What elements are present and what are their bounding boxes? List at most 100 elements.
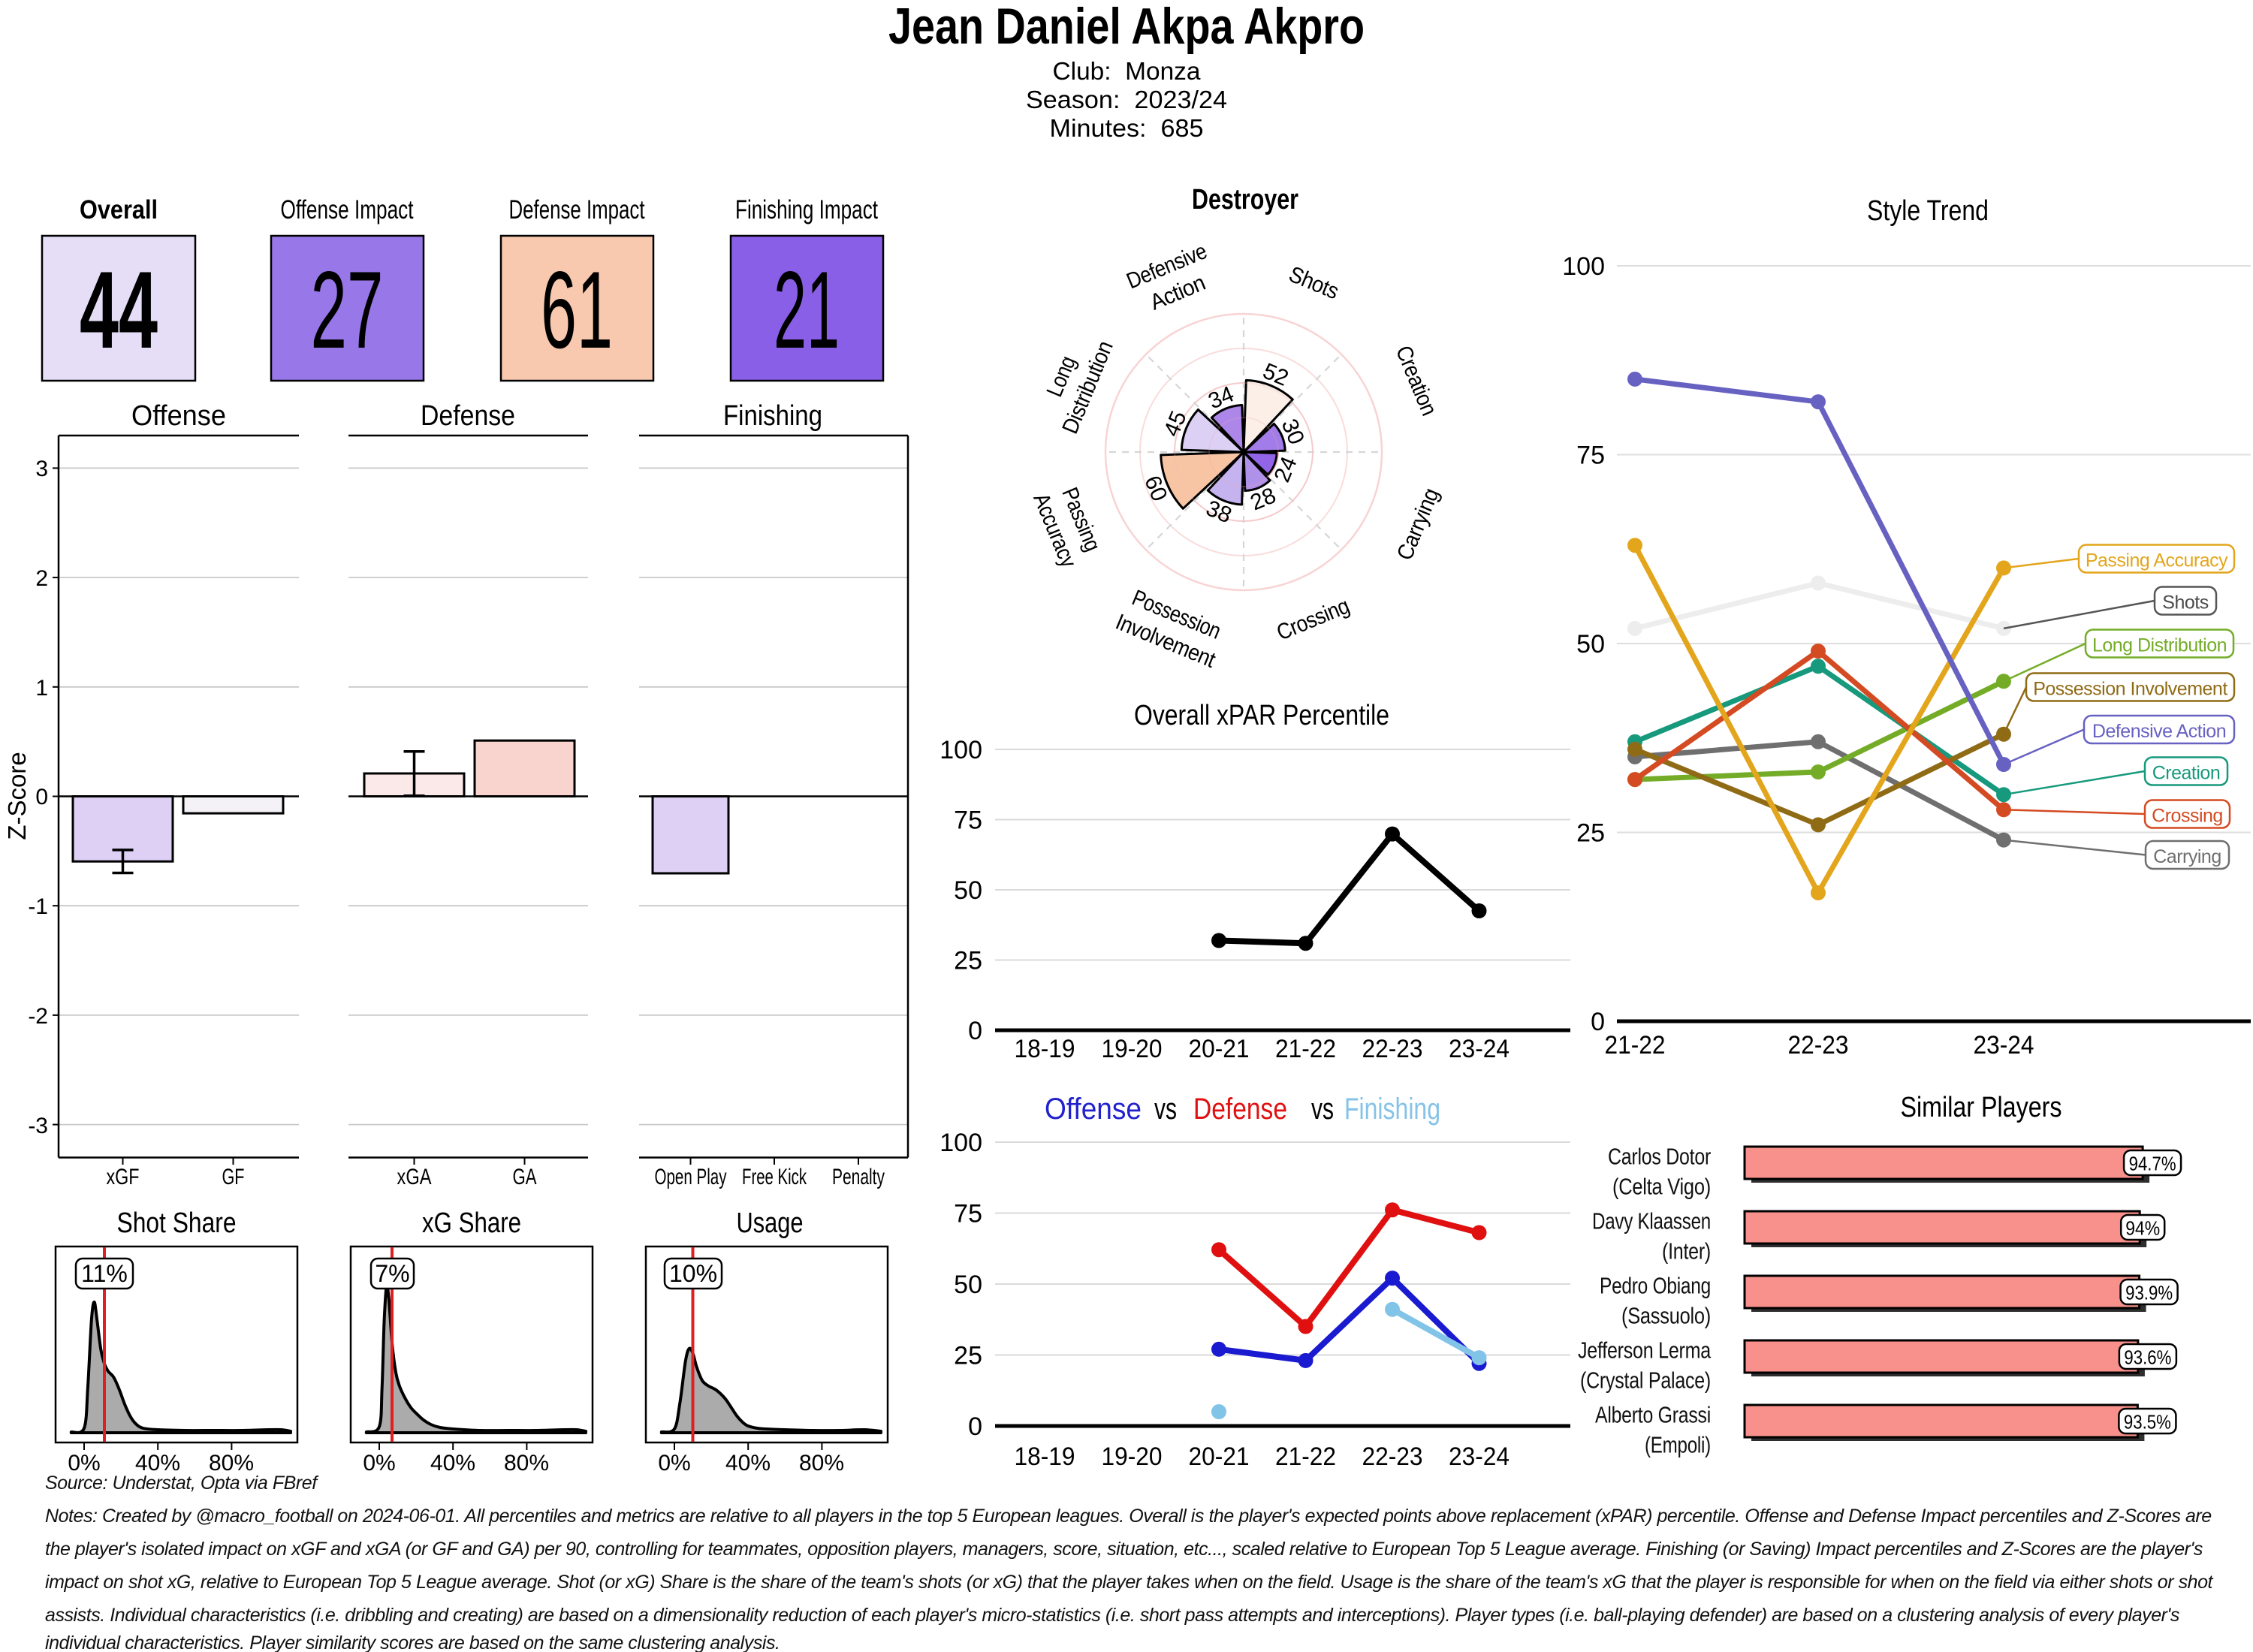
svg-text:Alberto Grassi: Alberto Grassi (1595, 1403, 1711, 1428)
svg-text:Open Play: Open Play (655, 1165, 727, 1189)
svg-text:Finishing: Finishing (723, 400, 822, 432)
svg-text:Style Trend: Style Trend (1867, 195, 1989, 227)
svg-text:23-24: 23-24 (1449, 1035, 1510, 1063)
svg-text:(Sassuolo): (Sassuolo) (1621, 1304, 1711, 1329)
svg-text:50: 50 (954, 1271, 982, 1299)
svg-text:(Inter): (Inter) (1662, 1239, 1711, 1265)
svg-text:23-24: 23-24 (1974, 1031, 2034, 1060)
svg-text:19-20: 19-20 (1102, 1035, 1163, 1063)
svg-text:93.6%: 93.6% (2124, 1346, 2171, 1369)
svg-text:Jefferson Lerma: Jefferson Lerma (1578, 1338, 1711, 1364)
svg-text:Defense: Defense (1193, 1093, 1287, 1126)
svg-text:21-22: 21-22 (1275, 1442, 1336, 1471)
svg-text:21: 21 (774, 249, 840, 371)
svg-text:1: 1 (35, 676, 48, 701)
svg-text:18-19: 18-19 (1015, 1035, 1075, 1063)
svg-text:xGF: xGF (107, 1165, 140, 1189)
svg-text:Similar Players: Similar Players (1901, 1092, 2062, 1123)
svg-text:Minutes: 685: Minutes: 685 (1050, 114, 1204, 142)
svg-text:Finishing: Finishing (1344, 1093, 1440, 1126)
svg-text:Carrying: Carrying (2153, 846, 2221, 867)
svg-text:25: 25 (1576, 819, 1605, 848)
svg-text:0%: 0% (68, 1451, 100, 1476)
svg-text:20-21: 20-21 (1189, 1035, 1250, 1063)
svg-text:Notes: Created by @macro_footb: Notes: Created by @macro_football on 202… (45, 1506, 2212, 1527)
svg-text:94%: 94% (2125, 1217, 2160, 1240)
svg-text:44: 44 (80, 249, 158, 371)
svg-text:100: 100 (940, 736, 982, 764)
svg-text:0%: 0% (363, 1451, 395, 1476)
svg-text:Possession Involvement: Possession Involvement (2033, 679, 2227, 700)
svg-text:Crossing: Crossing (2152, 806, 2223, 827)
svg-text:Pedro Obiang: Pedro Obiang (1600, 1274, 1711, 1299)
svg-text:3: 3 (35, 457, 48, 481)
svg-text:80%: 80% (504, 1451, 549, 1476)
svg-text:40%: 40% (430, 1451, 475, 1476)
svg-text:Season: 2023/24: Season: 2023/24 (1026, 86, 1227, 113)
svg-text:(Celta Vigo): (Celta Vigo) (1612, 1174, 1711, 1200)
svg-text:93.5%: 93.5% (2124, 1411, 2171, 1433)
svg-text:(Crystal Palace): (Crystal Palace) (1580, 1368, 1711, 1394)
svg-text:Long Distribution: Long Distribution (2092, 635, 2227, 656)
svg-text:Offense: Offense (1045, 1093, 1142, 1126)
svg-text:80%: 80% (209, 1451, 254, 1476)
svg-text:2: 2 (35, 566, 48, 591)
svg-text:-3: -3 (28, 1114, 48, 1138)
svg-text:Defense Impact: Defense Impact (509, 195, 645, 225)
svg-text:assists. Individual characteri: assists. Individual characteristics (i.e… (45, 1605, 2179, 1626)
svg-text:40%: 40% (135, 1451, 180, 1476)
svg-text:93.9%: 93.9% (2125, 1282, 2173, 1304)
svg-text:25: 25 (954, 947, 982, 975)
svg-text:94.7%: 94.7% (2129, 1153, 2176, 1175)
svg-text:Overall xPAR Percentile: Overall xPAR Percentile (1134, 700, 1389, 731)
svg-text:Free Kick: Free Kick (742, 1165, 807, 1189)
svg-text:-1: -1 (28, 894, 48, 919)
svg-text:Offense Impact: Offense Impact (281, 195, 414, 225)
svg-text:20-21: 20-21 (1189, 1442, 1250, 1471)
svg-text:Offense: Offense (131, 400, 226, 432)
svg-text:xGA: xGA (397, 1165, 432, 1189)
svg-text:vs: vs (1311, 1093, 1334, 1126)
svg-text:22-23: 22-23 (1362, 1035, 1423, 1063)
svg-text:0: 0 (968, 1412, 982, 1441)
svg-text:Z-Score: Z-Score (3, 752, 31, 840)
svg-text:27: 27 (311, 249, 384, 371)
svg-text:Finishing Impact: Finishing Impact (735, 195, 878, 225)
svg-text:Davy Klaassen: Davy Klaassen (1592, 1209, 1711, 1234)
svg-text:100: 100 (940, 1129, 982, 1157)
svg-text:75: 75 (954, 806, 982, 835)
svg-text:Shot Share: Shot Share (117, 1207, 237, 1239)
svg-text:100: 100 (1562, 252, 1605, 281)
svg-text:18-19: 18-19 (1015, 1442, 1075, 1471)
svg-text:75: 75 (954, 1200, 982, 1228)
svg-text:the player's isolated impact o: the player's isolated impact on xGF and … (45, 1539, 2203, 1560)
svg-text:Usage: Usage (737, 1207, 804, 1239)
svg-text:40%: 40% (725, 1451, 771, 1476)
svg-text:11%: 11% (81, 1260, 128, 1287)
svg-text:Overall: Overall (80, 195, 158, 225)
svg-text:80%: 80% (799, 1451, 844, 1476)
svg-text:7%: 7% (375, 1260, 409, 1287)
svg-text:61: 61 (541, 249, 613, 371)
svg-text:GF: GF (222, 1165, 245, 1189)
svg-text:vs: vs (1154, 1093, 1177, 1126)
svg-text:Passing Accuracy: Passing Accuracy (2086, 550, 2228, 571)
svg-text:Carlos Dotor: Carlos Dotor (1608, 1144, 1711, 1170)
svg-text:22-23: 22-23 (1362, 1442, 1423, 1471)
svg-text:0%: 0% (658, 1451, 690, 1476)
svg-text:Shots: Shots (2162, 592, 2208, 613)
svg-text:(Empoli): (Empoli) (1645, 1433, 1711, 1458)
svg-text:50: 50 (954, 876, 982, 905)
svg-text:-2: -2 (28, 1004, 48, 1029)
svg-text:21-22: 21-22 (1275, 1035, 1336, 1063)
svg-text:19-20: 19-20 (1102, 1442, 1163, 1471)
svg-text:Club: Monza: Club: Monza (1053, 57, 1202, 85)
svg-text:individual characteristics. Pl: individual characteristics. Player simil… (45, 1632, 780, 1652)
svg-text:Defense: Defense (421, 400, 515, 432)
svg-text:Defensive Action: Defensive Action (2092, 721, 2226, 742)
svg-text:75: 75 (1576, 442, 1605, 470)
svg-text:GA: GA (513, 1165, 537, 1189)
svg-text:23-24: 23-24 (1449, 1442, 1510, 1471)
svg-text:xG Share: xG Share (422, 1207, 521, 1239)
svg-text:0: 0 (35, 785, 48, 809)
